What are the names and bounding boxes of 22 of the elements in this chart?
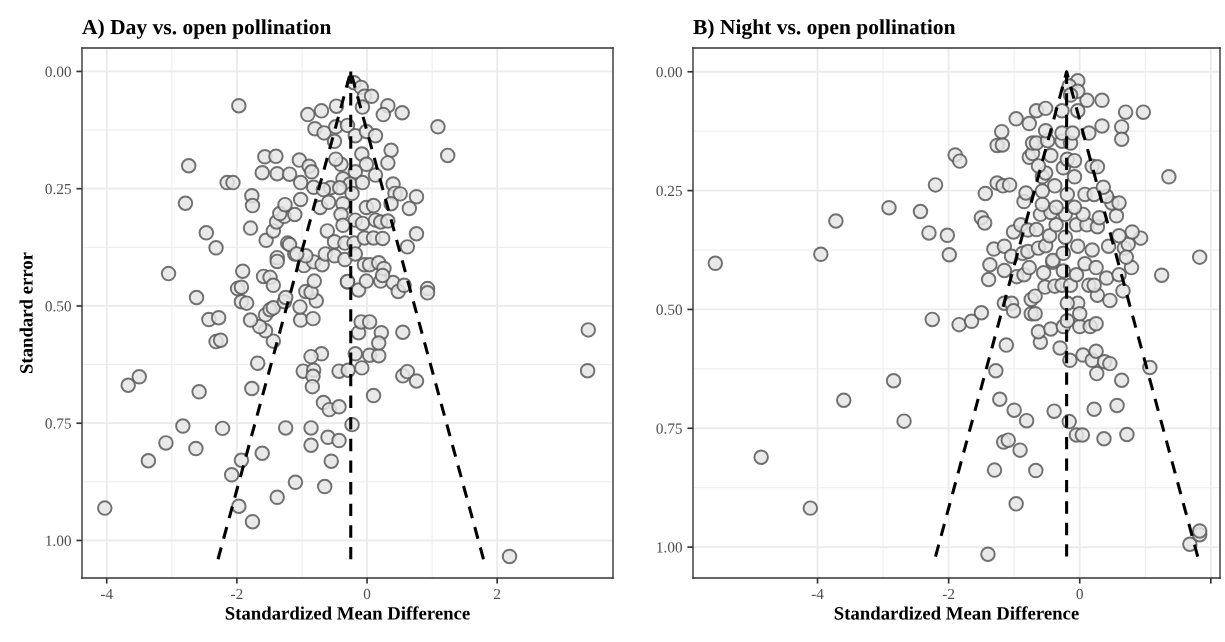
x-axis-title: Standardized Mean Difference — [225, 606, 470, 620]
chart-title: A) Day vs. open pollination — [82, 19, 332, 39]
y-tick-label: 1.00 — [657, 542, 682, 553]
x-axis-title: Standardized Mean Difference — [834, 606, 1079, 620]
chart-title: B) Night vs. open pollination — [693, 19, 956, 39]
x-tick-label: -4 — [100, 588, 113, 600]
y-tick-label: 0.75 — [656, 423, 682, 434]
y-tick-label: 0.50 — [656, 304, 682, 315]
y-tick-label: 0.00 — [45, 66, 71, 77]
x-tick-label: 2 — [494, 588, 501, 600]
y-tick-label: 1.00 — [46, 535, 71, 546]
x-tick-label: -2 — [231, 588, 243, 600]
y-tick-label: 0.00 — [656, 66, 682, 78]
y-tick-label: 0.50 — [45, 301, 71, 312]
y-tick-label: 0.25 — [656, 185, 682, 197]
y-tick-label: 0.25 — [45, 183, 71, 195]
x-tick-label: 0 — [363, 588, 371, 600]
y-tick-label: 0.75 — [45, 418, 71, 429]
x-tick-label: -2 — [942, 588, 955, 600]
y-axis-title: Standard error — [19, 252, 33, 374]
x-tick-label: 0 — [1076, 588, 1083, 600]
x-tick-label: -4 — [811, 588, 824, 600]
